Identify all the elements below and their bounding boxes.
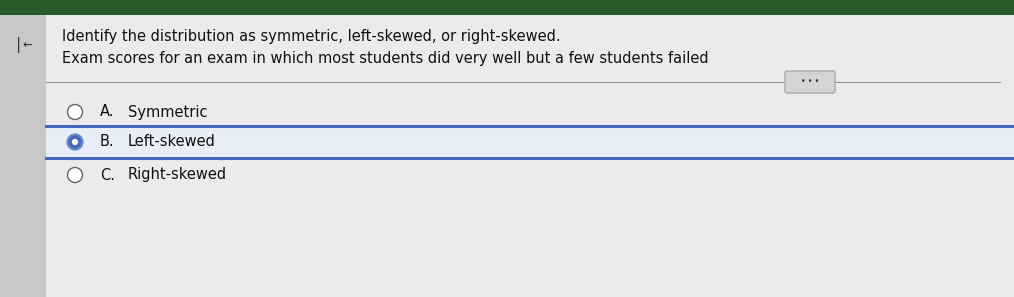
Circle shape: [72, 139, 78, 145]
Text: Right-skewed: Right-skewed: [128, 168, 227, 182]
Text: A.: A.: [100, 105, 115, 119]
Text: Exam scores for an exam in which most students did very well but a few students : Exam scores for an exam in which most st…: [62, 51, 709, 67]
Text: C.: C.: [100, 168, 115, 182]
Text: |←: |←: [14, 37, 32, 53]
Bar: [46, 126, 1014, 158]
Bar: [0, 0, 1014, 15]
Text: Symmetric: Symmetric: [128, 105, 208, 119]
FancyBboxPatch shape: [785, 71, 835, 93]
Circle shape: [68, 168, 82, 182]
Text: B.: B.: [100, 135, 115, 149]
Circle shape: [68, 135, 82, 149]
Text: • • •: • • •: [801, 78, 819, 86]
Circle shape: [68, 105, 82, 119]
Bar: [0, 15, 46, 297]
Text: Left-skewed: Left-skewed: [128, 135, 216, 149]
Text: Identify the distribution as symmetric, left-skewed, or right-skewed.: Identify the distribution as symmetric, …: [62, 29, 561, 45]
